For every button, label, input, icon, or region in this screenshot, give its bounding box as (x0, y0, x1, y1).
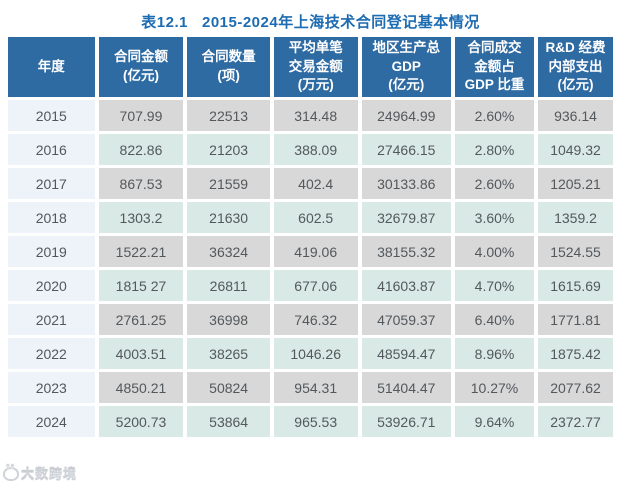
year-cell: 2022 (8, 338, 95, 369)
page-title: 表12.1 2015-2024年上海技术合同登记基本情况 (141, 14, 480, 31)
table-row: 2020 1815 27 26811 677.06 41603.87 4.70%… (8, 270, 613, 301)
value-cell: 21559 (187, 168, 270, 199)
table-row: 2023 4850.21 50824 954.31 51404.47 10.27… (8, 372, 613, 403)
value-cell: 48594.47 (361, 338, 451, 369)
value-cell: 5200.73 (98, 406, 184, 437)
value-cell: 30133.86 (361, 168, 451, 199)
value-cell: 2.60% (455, 100, 535, 131)
value-cell: 2761.25 (98, 304, 184, 335)
statistics-table: 年度 合同金额 (亿元) 合同数量 (项) 平均单笔 交易金额 (万元) 地区生… (4, 34, 617, 440)
table-row: 2019 1522.21 36324 419.06 38155.32 4.00%… (8, 236, 613, 267)
table-row: 2018 1303.2 21630 602.5 32679.87 3.60% 1… (8, 202, 613, 233)
value-cell: 1771.81 (538, 304, 613, 335)
value-cell: 936.14 (538, 100, 613, 131)
value-cell: 2372.77 (538, 406, 613, 437)
year-cell: 2020 (8, 270, 95, 301)
column-header-gdp: 地区生产总 GDP (亿元) (361, 37, 451, 97)
value-cell: 36998 (187, 304, 270, 335)
year-cell: 2021 (8, 304, 95, 335)
table-row: 2024 5200.73 53864 965.53 53926.71 9.64%… (8, 406, 613, 437)
year-cell: 2023 (8, 372, 95, 403)
value-cell: 22513 (187, 100, 270, 131)
value-cell: 8.96% (455, 338, 535, 369)
value-cell: 21630 (187, 202, 270, 233)
value-cell: 4003.51 (98, 338, 184, 369)
value-cell: 1875.42 (538, 338, 613, 369)
column-header-year: 年度 (8, 37, 95, 97)
mascot-logo-icon (3, 463, 19, 481)
value-cell: 1615.69 (538, 270, 613, 301)
table-row: 2021 2761.25 36998 746.32 47059.37 6.40%… (8, 304, 613, 335)
column-header-avg-transaction: 平均单笔 交易金额 (万元) (273, 37, 358, 97)
column-header-contract-count: 合同数量 (项) (187, 37, 270, 97)
value-cell: 53864 (187, 406, 270, 437)
value-cell: 2.60% (455, 168, 535, 199)
value-cell: 9.64% (455, 406, 535, 437)
table-row: 2015 707.99 22513 314.48 24964.99 2.60% … (8, 100, 613, 131)
value-cell: 402.4 (273, 168, 358, 199)
watermark: 大数跨境 (3, 463, 78, 483)
value-cell: 822.86 (98, 134, 184, 165)
watermark-text: 大数跨境 (21, 467, 78, 482)
value-cell: 26811 (187, 270, 270, 301)
value-cell: 954.31 (273, 372, 358, 403)
value-cell: 602.5 (273, 202, 358, 233)
value-cell: 3.60% (455, 202, 535, 233)
value-cell: 388.09 (273, 134, 358, 165)
column-header-contract-amount: 合同金额 (亿元) (98, 37, 184, 97)
year-cell: 2024 (8, 406, 95, 437)
year-cell: 2016 (8, 134, 95, 165)
value-cell: 867.53 (98, 168, 184, 199)
value-cell: 1303.2 (98, 202, 184, 233)
year-cell: 2015 (8, 100, 95, 131)
year-cell: 2018 (8, 202, 95, 233)
value-cell: 32679.87 (361, 202, 451, 233)
value-cell: 677.06 (273, 270, 358, 301)
table-row: 2016 822.86 21203 388.09 27466.15 2.80% … (8, 134, 613, 165)
column-header-gdp-ratio: 合同成交 金额占 GDP 比重 (455, 37, 535, 97)
value-cell: 6.40% (455, 304, 535, 335)
value-cell: 314.48 (273, 100, 358, 131)
value-cell: 1049.32 (538, 134, 613, 165)
value-cell: 50824 (187, 372, 270, 403)
value-cell: 1522.21 (98, 236, 184, 267)
value-cell: 419.06 (273, 236, 358, 267)
value-cell: 965.53 (273, 406, 358, 437)
value-cell: 10.27% (455, 372, 535, 403)
value-cell: 1815 27 (98, 270, 184, 301)
value-cell: 2.80% (455, 134, 535, 165)
header-row: 年度 合同金额 (亿元) 合同数量 (项) 平均单笔 交易金额 (万元) 地区生… (8, 37, 613, 97)
value-cell: 24964.99 (361, 100, 451, 131)
value-cell: 1524.55 (538, 236, 613, 267)
value-cell: 1205.21 (538, 168, 613, 199)
value-cell: 707.99 (98, 100, 184, 131)
value-cell: 53926.71 (361, 406, 451, 437)
value-cell: 746.32 (273, 304, 358, 335)
year-cell: 2017 (8, 168, 95, 199)
value-cell: 38265 (187, 338, 270, 369)
table-row: 2017 867.53 21559 402.4 30133.86 2.60% 1… (8, 168, 613, 199)
value-cell: 21203 (187, 134, 270, 165)
value-cell: 1046.26 (273, 338, 358, 369)
year-cell: 2019 (8, 236, 95, 267)
value-cell: 4.70% (455, 270, 535, 301)
value-cell: 41603.87 (361, 270, 451, 301)
table-row: 2022 4003.51 38265 1046.26 48594.47 8.96… (8, 338, 613, 369)
value-cell: 4.00% (455, 236, 535, 267)
value-cell: 47059.37 (361, 304, 451, 335)
value-cell: 1359.2 (538, 202, 613, 233)
value-cell: 2077.62 (538, 372, 613, 403)
column-header-rd-expenditure: R&D 经费 内部支出 (亿元) (538, 37, 613, 97)
value-cell: 36324 (187, 236, 270, 267)
value-cell: 51404.47 (361, 372, 451, 403)
value-cell: 4850.21 (98, 372, 184, 403)
value-cell: 38155.32 (361, 236, 451, 267)
value-cell: 27466.15 (361, 134, 451, 165)
